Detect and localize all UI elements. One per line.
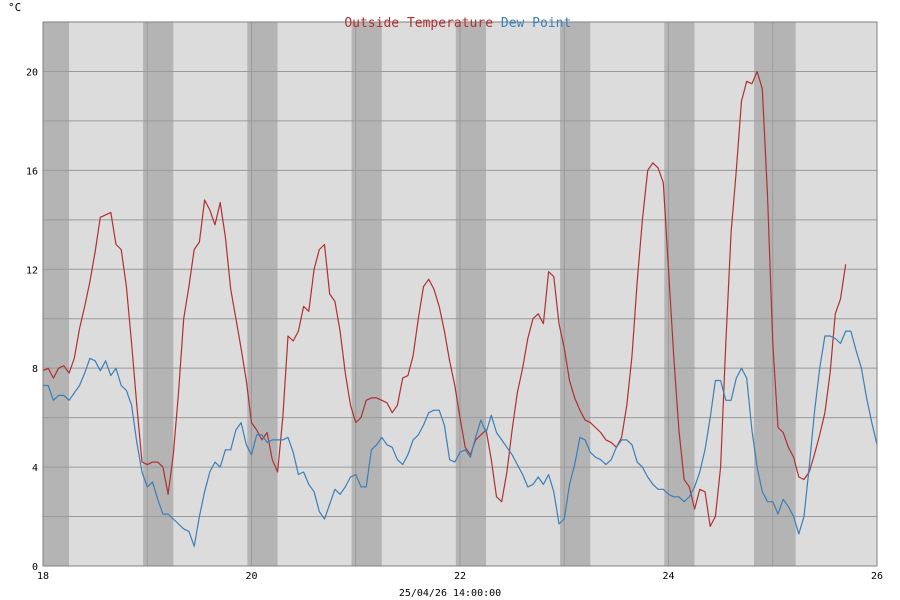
- y-tick-label: 8: [32, 364, 38, 375]
- night-band: [753, 22, 796, 566]
- x-tick-label: 24: [662, 571, 674, 582]
- title-series-temperature: Outside Temperature: [344, 16, 494, 31]
- x-tick-label: 22: [454, 571, 466, 582]
- night-band: [143, 22, 174, 566]
- x-tick-label: 18: [37, 571, 49, 582]
- night-bands: [43, 22, 796, 566]
- y-tick-label: 20: [26, 67, 38, 78]
- night-band: [43, 22, 70, 566]
- series-lines: [42, 70, 878, 547]
- y-tick-label: 16: [26, 166, 38, 177]
- x-tick-label: 26: [871, 571, 883, 582]
- night-band: [664, 22, 695, 566]
- title-series-dew-point: Dew Point: [500, 16, 572, 31]
- footer-timestamp: 25/04/26 14:00:00: [398, 588, 502, 599]
- y-tick-label: 12: [26, 265, 38, 276]
- plot-frame: [42, 21, 878, 567]
- series-line-dew-point: [43, 330, 878, 547]
- title-separator: [493, 16, 501, 31]
- y-axis-unit-label: °C: [8, 1, 22, 14]
- night-band: [560, 22, 591, 566]
- night-band: [455, 22, 487, 566]
- night-band: [247, 22, 278, 566]
- y-tick-label: 0: [32, 562, 38, 573]
- series-line-outside-temperature: [42, 70, 847, 528]
- chart-title: Outside Temperature Dew Point: [0, 0, 900, 32]
- x-tick-label: 20: [245, 571, 257, 582]
- y-tick-label: 4: [32, 463, 38, 474]
- axes: 0 4 8 12 16 20 18 20 22 24 26: [26, 21, 883, 582]
